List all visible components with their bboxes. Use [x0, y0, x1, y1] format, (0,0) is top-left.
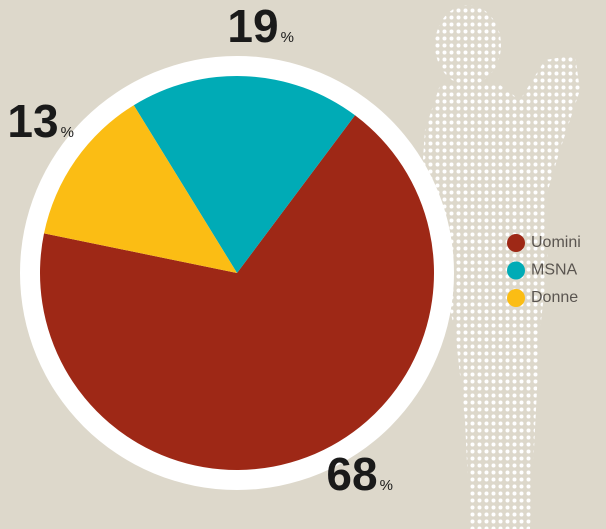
- value-unit: %: [61, 124, 74, 141]
- chart: 68%19%13% UominiMSNADonne: [0, 0, 606, 529]
- legend-label: MSNA: [531, 262, 578, 279]
- value-unit: %: [380, 477, 393, 494]
- value-label: 19: [227, 0, 278, 52]
- value-label: 13: [7, 95, 58, 147]
- legend-label: Donne: [531, 289, 578, 306]
- legend: Uomini MSNA Donne: [507, 234, 581, 307]
- legend-label: Uomini: [531, 234, 581, 251]
- value-label: 68: [326, 448, 377, 500]
- legend-swatch: [507, 262, 525, 280]
- pie: [40, 76, 434, 470]
- legend-swatch: [507, 289, 525, 307]
- legend-swatch: [507, 234, 525, 252]
- value-unit: %: [281, 29, 294, 46]
